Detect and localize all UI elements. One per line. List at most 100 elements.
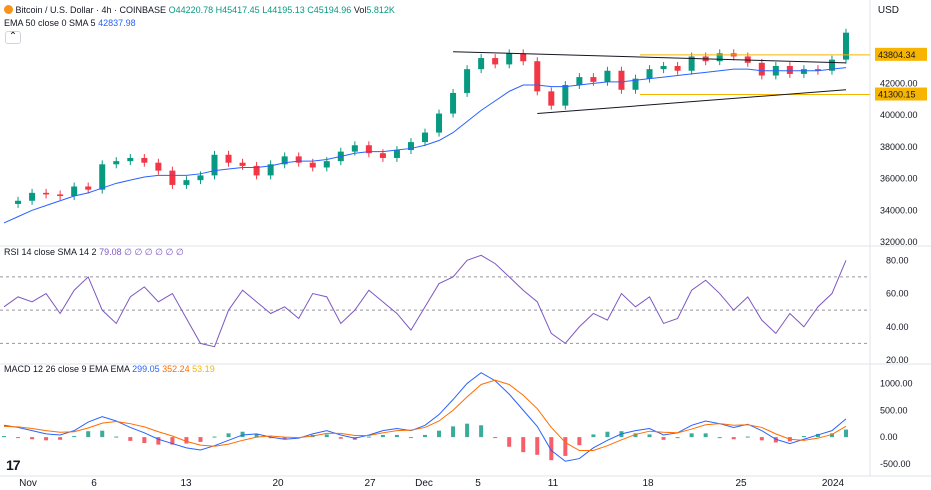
macd-histogram-bar bbox=[226, 433, 231, 438]
ema-line bbox=[3, 67, 847, 224]
macd-histogram-bar bbox=[394, 434, 399, 438]
price-candle bbox=[786, 65, 793, 74]
macd-tick-label: -500.00 bbox=[880, 459, 911, 469]
trendline-lower bbox=[537, 89, 847, 115]
price-candle bbox=[534, 61, 541, 92]
macd-histogram-bar bbox=[479, 425, 484, 438]
tradingview-logo-icon: 17 bbox=[6, 457, 21, 473]
price-candle bbox=[618, 70, 625, 90]
price-candle bbox=[43, 192, 50, 195]
macd-histogram-bar bbox=[703, 433, 708, 438]
rsi-extra: ∅ ∅ ∅ ∅ ∅ ∅ bbox=[124, 247, 184, 257]
macd-tick-label: 0.00 bbox=[880, 432, 898, 442]
macd-histogram-bar bbox=[563, 437, 568, 456]
macd-histogram-bar bbox=[773, 437, 778, 443]
macd-histogram-bar bbox=[212, 436, 217, 438]
macd-line bbox=[3, 372, 847, 462]
price-candle bbox=[99, 164, 106, 190]
time-tick-label: 5 bbox=[475, 478, 481, 489]
collapse-icon[interactable]: ⌃ bbox=[5, 31, 21, 44]
macd-histogram-bar bbox=[801, 436, 806, 438]
macd-histogram-bar bbox=[549, 437, 554, 461]
macd-histogram-bar bbox=[16, 437, 21, 439]
macd-histogram-bar bbox=[507, 437, 512, 447]
price-candle bbox=[800, 69, 807, 74]
price-candle bbox=[590, 77, 597, 82]
macd-histogram-bar bbox=[437, 430, 442, 438]
currency-label[interactable]: USD bbox=[877, 5, 899, 16]
price-candle bbox=[323, 161, 330, 168]
rsi-header: RSI 14 close SMA 14 2 79.08 ∅ ∅ ∅ ∅ ∅ ∅ bbox=[4, 247, 184, 258]
macd-histogram-bar bbox=[170, 437, 175, 445]
volume-label: Vol bbox=[353, 5, 367, 15]
price-candle bbox=[113, 161, 120, 165]
price-candle bbox=[183, 180, 190, 185]
price-candle bbox=[141, 157, 148, 163]
price-tick-label: 40000.00 bbox=[880, 110, 918, 120]
ohlc-low: L44195.13 bbox=[262, 5, 305, 15]
ema-value: 42837.98 bbox=[98, 18, 136, 28]
price-candle bbox=[758, 62, 765, 76]
price-candle bbox=[520, 53, 527, 62]
price-candle bbox=[407, 142, 414, 151]
time-tick-label: 25 bbox=[735, 478, 747, 489]
price-candle bbox=[674, 65, 681, 71]
macd-histogram-bar bbox=[408, 437, 413, 439]
price-candle bbox=[253, 165, 260, 176]
macd-histogram-bar bbox=[815, 433, 820, 438]
price-candle bbox=[464, 69, 471, 93]
price-candle bbox=[436, 113, 443, 133]
macd-histogram-bar bbox=[2, 436, 6, 438]
price-candle bbox=[71, 186, 78, 197]
macd-histogram-bar bbox=[605, 431, 610, 438]
price-candle bbox=[225, 154, 232, 163]
macd-histogram-bar bbox=[324, 434, 329, 438]
ema-header: EMA 50 close 0 SMA 5 42837.98 bbox=[4, 18, 136, 28]
price-tick-label: 42000.00 bbox=[880, 78, 918, 88]
price-candle bbox=[422, 132, 428, 143]
macd-histogram-bar bbox=[72, 436, 77, 438]
price-candle bbox=[281, 156, 288, 165]
macd-histogram-bar bbox=[128, 437, 133, 441]
price-candle bbox=[506, 53, 513, 65]
price-candle bbox=[295, 156, 302, 163]
macd-histogram-bar bbox=[465, 423, 470, 438]
macd-histogram-bar bbox=[451, 426, 456, 438]
price-tick-label: 34000.00 bbox=[880, 205, 918, 215]
macd-histogram-bar bbox=[521, 437, 526, 453]
price-candle bbox=[828, 59, 835, 71]
signal-line bbox=[3, 379, 847, 452]
rsi-label: RSI 14 close SMA 14 2 bbox=[4, 247, 97, 257]
macd-histogram-bar bbox=[114, 436, 119, 438]
macd-histogram-bar bbox=[577, 437, 582, 446]
time-tick-label: 18 bbox=[642, 478, 654, 489]
time-tick-label: Nov bbox=[19, 478, 37, 489]
macd-histogram-bar bbox=[366, 436, 371, 438]
price-candle bbox=[267, 164, 274, 176]
rsi-line bbox=[3, 254, 847, 348]
time-tick-label: 13 bbox=[180, 478, 192, 489]
price-candle bbox=[576, 77, 583, 86]
price-candle bbox=[15, 200, 22, 204]
price-candle bbox=[169, 170, 176, 185]
macd-histogram-bar bbox=[142, 437, 147, 444]
price-candle bbox=[450, 92, 457, 114]
price-candle bbox=[197, 175, 204, 181]
price-candle bbox=[57, 194, 64, 197]
price-candle bbox=[814, 69, 821, 71]
price-candle bbox=[393, 150, 400, 158]
macd-tick-label: 500.00 bbox=[880, 405, 908, 415]
ema-label: EMA 50 close 0 SMA 5 bbox=[4, 18, 96, 28]
rsi-tick-label: 40.00 bbox=[886, 322, 909, 332]
macd-histogram-bar bbox=[58, 437, 63, 440]
price-candle bbox=[239, 162, 246, 166]
price-candle bbox=[562, 85, 569, 106]
time-tick-label: 2024 bbox=[822, 478, 845, 489]
macd-histogram-bar bbox=[184, 437, 189, 444]
price-candle bbox=[632, 78, 639, 90]
price-tick-label: 36000.00 bbox=[880, 174, 918, 184]
macd-histogram-bar bbox=[689, 433, 694, 438]
macd-histogram-bar bbox=[717, 437, 722, 439]
macd-histogram-bar bbox=[338, 437, 343, 439]
